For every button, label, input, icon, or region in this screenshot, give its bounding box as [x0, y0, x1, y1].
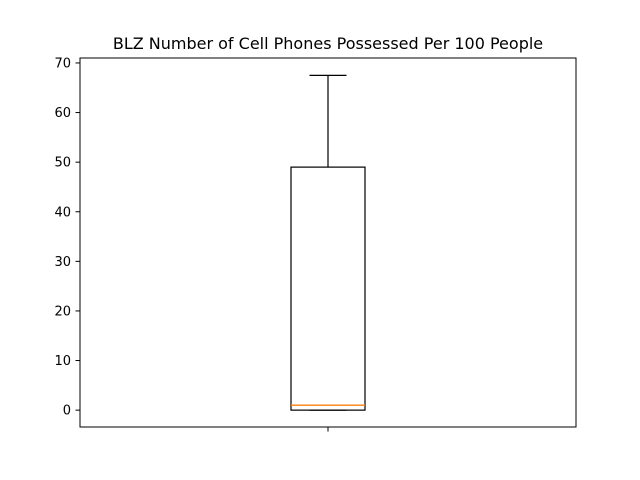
y-tick-label: 70 [54, 56, 71, 71]
box-plot-marks [290, 74, 366, 411]
y-tick-label: 30 [54, 255, 71, 270]
y-tick-label: 0 [63, 404, 71, 419]
y-tick-label: 10 [54, 354, 71, 369]
y-tick-label: 50 [54, 156, 71, 171]
y-tick-label: 60 [54, 106, 71, 121]
y-axis: 0 10 20 30 40 50 60 70 [54, 56, 80, 419]
y-tick-label: 20 [54, 304, 71, 319]
y-tick-label: 40 [54, 205, 71, 220]
chart-title: BLZ Number of Cell Phones Possessed Per … [113, 34, 543, 53]
iqr-box [290, 166, 366, 411]
